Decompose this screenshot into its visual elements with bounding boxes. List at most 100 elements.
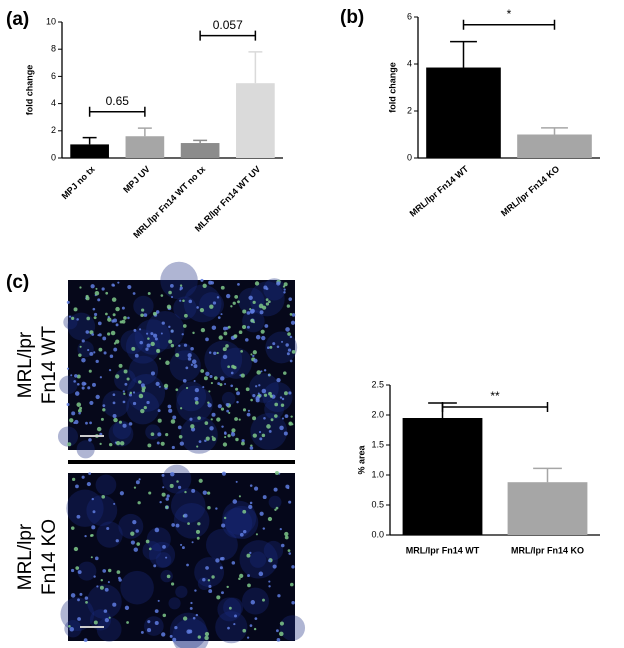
cell [85,600,88,604]
cell [202,578,206,582]
cell [211,435,214,438]
blob [215,611,248,644]
blob [126,391,160,425]
cell [221,471,227,476]
cell [94,556,99,561]
blob [120,330,145,354]
cell [102,404,106,408]
cell [283,288,286,291]
cell [147,620,151,624]
blob [77,561,97,581]
cell [179,299,182,302]
blob [221,507,253,539]
cell [98,333,102,337]
cell [192,331,195,335]
cell [202,386,205,389]
cell [161,321,165,325]
cell [119,320,123,324]
cell [170,471,175,477]
cell [157,409,161,413]
cell [123,369,128,374]
blob [265,331,298,364]
cell [74,419,79,425]
cell [154,337,158,341]
cell [122,423,127,428]
panel-label: (a) [6,9,29,30]
cell [181,546,185,550]
cell [147,292,151,295]
cell [159,500,162,504]
cell [209,304,214,309]
cell [145,347,149,351]
blob [60,597,95,632]
cell [90,534,94,537]
cell [291,565,295,569]
cell [219,566,223,570]
blob [96,521,123,548]
cell [221,523,226,528]
cell [190,346,194,351]
cell [260,370,263,373]
cell [160,294,164,297]
cell [272,564,277,569]
cell [208,589,213,594]
cell [138,328,142,331]
significance-bracket [462,19,556,30]
cell [170,283,174,288]
cell [256,370,261,375]
bar [70,144,109,158]
cell [253,358,258,363]
cell [88,369,92,373]
cell [196,445,199,448]
cell [268,429,272,433]
blob [183,284,222,323]
y-tick-label: 2 [407,105,412,115]
cell [160,441,165,446]
blob [225,505,259,540]
cell [235,480,238,483]
cell [180,543,183,546]
cell [289,359,293,363]
cell [262,527,266,530]
cell [122,400,126,404]
cell [230,432,236,437]
cell [190,424,195,429]
cell [148,547,152,551]
cell [230,384,234,388]
blob [268,495,282,509]
cell [277,594,281,598]
cell [163,383,169,389]
cell [161,473,165,477]
cell [115,441,121,446]
cell [116,570,121,574]
blob [59,375,78,395]
cell [134,353,139,358]
cell [199,307,205,313]
cell [94,312,98,317]
cell [91,525,96,530]
cell [252,350,257,355]
blob [96,616,122,642]
cell [195,613,199,617]
cell [183,343,188,347]
cell [69,418,74,423]
cell [232,499,238,504]
cell [225,402,230,407]
cell [177,425,182,430]
cell [228,606,232,610]
cell [131,346,136,351]
cell [254,617,258,621]
cell [241,441,245,446]
cell [219,383,223,387]
cell [188,629,193,634]
cell [255,385,258,388]
cell [157,599,160,602]
cell [282,285,286,288]
blob [149,541,176,568]
cell [279,631,284,637]
cell [141,388,146,393]
blob [250,413,288,450]
cell [133,328,137,332]
significance-label: ** [490,389,500,403]
